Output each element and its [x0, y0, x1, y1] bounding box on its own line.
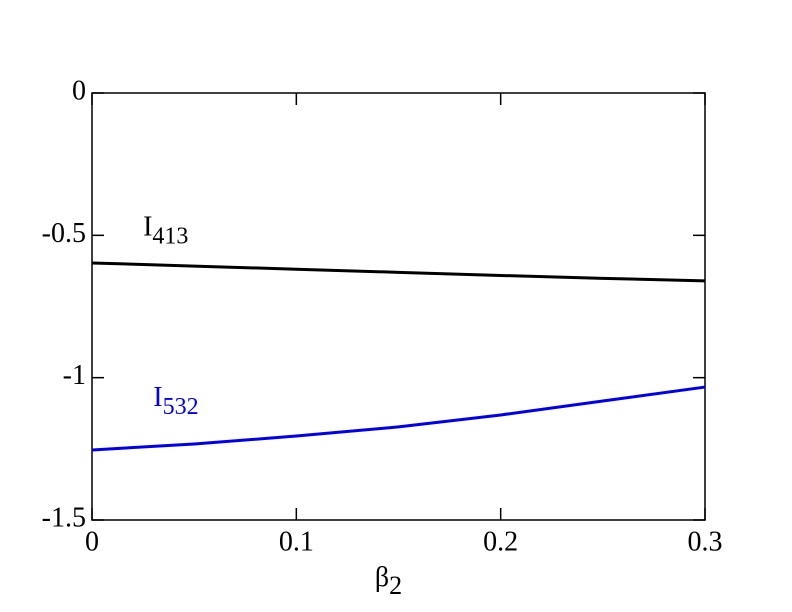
annotation-text: I: [153, 383, 162, 414]
series-line: [91, 385, 706, 452]
plot-frame: [91, 92, 706, 521]
y-tick-label: 0: [72, 75, 86, 106]
x-tick-label: 0.2: [483, 526, 518, 557]
x-axis-label: β2: [375, 562, 402, 600]
annotation: I532: [153, 383, 198, 420]
annotation-subscript: 532: [163, 394, 199, 420]
y-tick-label: -1: [63, 360, 86, 391]
annotation-subscript: 413: [152, 223, 188, 249]
y-tick-label: -1.5: [42, 502, 86, 533]
y-tick-label: -0.5: [42, 218, 86, 249]
x-tick-label: 0.1: [279, 526, 314, 557]
x-tick-label: 0: [85, 526, 99, 557]
x-tick-label: 0.3: [688, 526, 723, 557]
x-axis-label-subscript: 2: [389, 571, 402, 600]
x-axis-label-text: β: [375, 562, 389, 593]
annotation: I413: [143, 212, 188, 249]
series-line: [91, 261, 706, 283]
annotation-text: I: [143, 212, 152, 243]
